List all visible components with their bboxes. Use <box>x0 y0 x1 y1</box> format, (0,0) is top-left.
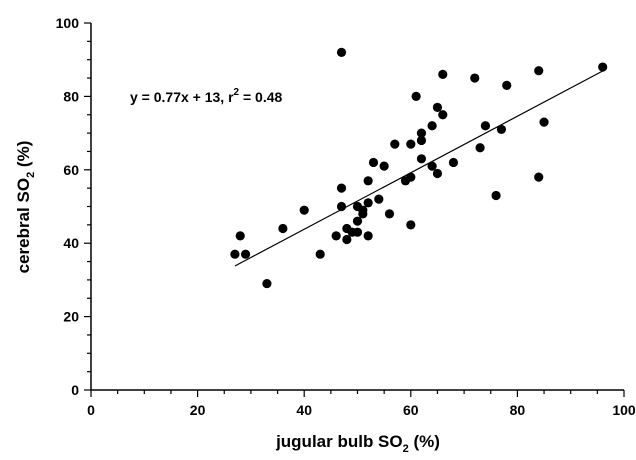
data-points <box>230 47 608 289</box>
x-tick-label: 100 <box>612 402 636 418</box>
data-point <box>534 172 544 182</box>
x-axis-ticks: 0 20 40 60 80 100 <box>87 390 636 418</box>
data-point <box>496 124 507 135</box>
regression-equation: y = 0.77x + 13, r2 = 0.48 <box>130 87 283 105</box>
data-point <box>470 73 480 83</box>
y-tick-label: 40 <box>63 235 79 251</box>
data-point <box>448 157 459 168</box>
data-point <box>406 220 416 230</box>
data-point <box>480 121 491 131</box>
data-point <box>278 223 288 234</box>
data-point <box>379 161 389 171</box>
axes: 0 20 40 60 80 100 0 20 40 60 80 100 <box>56 15 636 418</box>
data-point <box>432 168 443 179</box>
data-point <box>363 176 373 186</box>
y-tick-label: 100 <box>56 15 80 31</box>
data-point <box>491 190 501 201</box>
data-point <box>299 205 309 215</box>
data-point <box>438 69 448 79</box>
data-point <box>438 110 448 120</box>
y-axis-title: cerebral SO2 (%) <box>14 141 37 274</box>
data-point <box>336 47 347 57</box>
y-tick-label: 80 <box>63 88 79 104</box>
data-point <box>342 234 352 245</box>
x-axis-title: jugular bulb SO2 (%) <box>275 432 440 455</box>
data-point <box>539 117 549 127</box>
data-point <box>432 102 443 113</box>
x-tick-label: 0 <box>87 402 95 418</box>
y-tick-label: 60 <box>63 162 79 178</box>
data-point <box>262 278 272 289</box>
data-point <box>358 205 368 215</box>
data-point <box>352 216 363 226</box>
data-point <box>374 194 384 204</box>
data-point <box>390 139 400 149</box>
y-tick-label: 0 <box>71 382 79 398</box>
y-tick-label: 20 <box>63 309 79 325</box>
data-point <box>230 249 240 259</box>
data-point <box>363 231 373 241</box>
data-point <box>315 249 325 259</box>
data-point <box>416 135 427 146</box>
data-point <box>352 227 363 237</box>
data-point <box>416 128 427 138</box>
x-tick-label: 80 <box>510 402 526 418</box>
data-point <box>406 172 416 182</box>
regression-line <box>234 70 603 267</box>
x-tick-label: 40 <box>296 402 312 418</box>
data-point <box>368 157 379 168</box>
data-point <box>475 143 485 153</box>
data-point <box>411 91 421 101</box>
data-point <box>427 161 437 171</box>
data-point <box>406 139 416 149</box>
data-point <box>235 231 245 241</box>
data-point <box>336 183 347 193</box>
data-point <box>502 80 512 90</box>
data-point <box>534 66 544 76</box>
data-point <box>427 121 437 131</box>
data-point <box>336 201 347 212</box>
y-axis-ticks: 0 20 40 60 80 100 <box>56 15 91 398</box>
data-point <box>363 198 373 208</box>
data-point <box>598 62 608 72</box>
x-tick-label: 60 <box>403 402 419 418</box>
data-point <box>384 209 395 219</box>
data-point <box>331 231 341 241</box>
x-tick-label: 20 <box>190 402 206 418</box>
data-point <box>240 249 251 259</box>
data-point <box>416 154 427 164</box>
